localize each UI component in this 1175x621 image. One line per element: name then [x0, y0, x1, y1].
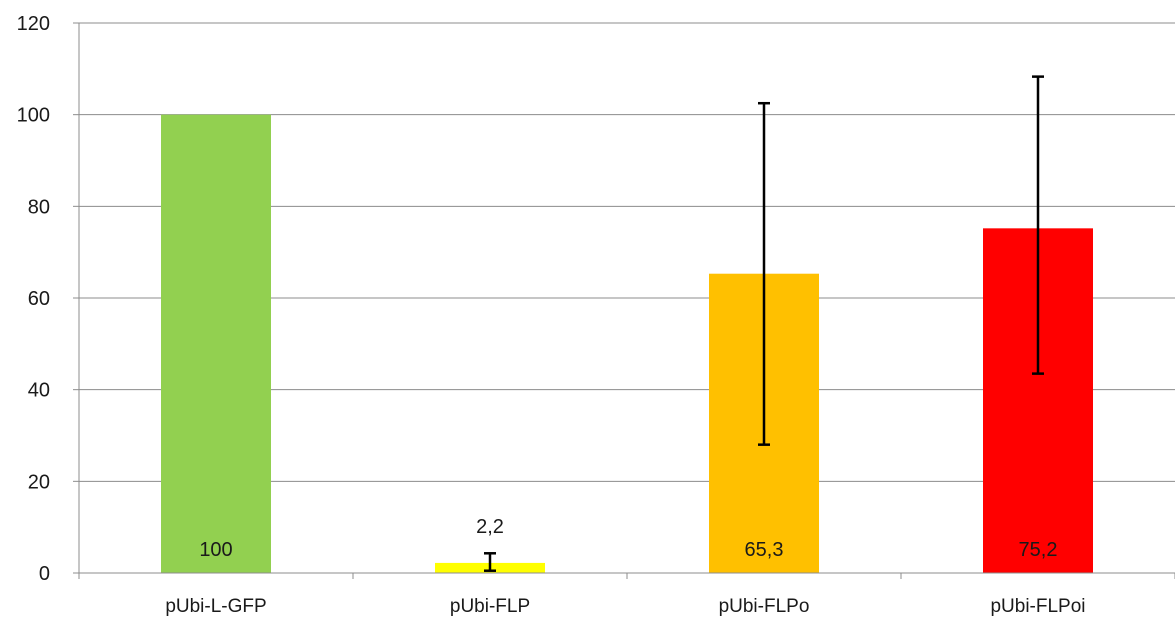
error-bars — [484, 75, 1044, 572]
y-tick-label: 60 — [28, 288, 50, 310]
y-tick-label: 120 — [17, 13, 50, 35]
bars — [161, 114, 1093, 574]
x-axis-categories: pUbi-L-GFP pUbi-FLP pUbi-FLPo pUbi-FLPoi — [165, 596, 1085, 617]
y-tick-label: 100 — [17, 105, 50, 127]
bar-pUbi-L-GFP — [161, 114, 271, 574]
y-tick-label: 80 — [28, 196, 50, 218]
x-category-label: pUbi-L-GFP — [165, 596, 266, 617]
x-category-label: pUbi-FLPo — [719, 596, 810, 617]
data-labels: 100 2,2 65,3 75,2 — [199, 516, 1057, 561]
data-label: 100 — [199, 539, 232, 561]
data-label: 2,2 — [476, 516, 504, 538]
y-tick-label: 0 — [39, 563, 50, 585]
x-category-label: pUbi-FLP — [450, 596, 530, 617]
y-axis-ticks: 0 20 40 60 80 100 120 — [17, 13, 79, 585]
axes — [78, 23, 1175, 579]
data-label: 65,3 — [745, 539, 784, 561]
y-tick-label: 40 — [28, 380, 50, 402]
data-label: 75,2 — [1019, 539, 1058, 561]
y-tick-label: 20 — [28, 471, 50, 493]
x-category-label: pUbi-FLPoi — [990, 596, 1085, 617]
